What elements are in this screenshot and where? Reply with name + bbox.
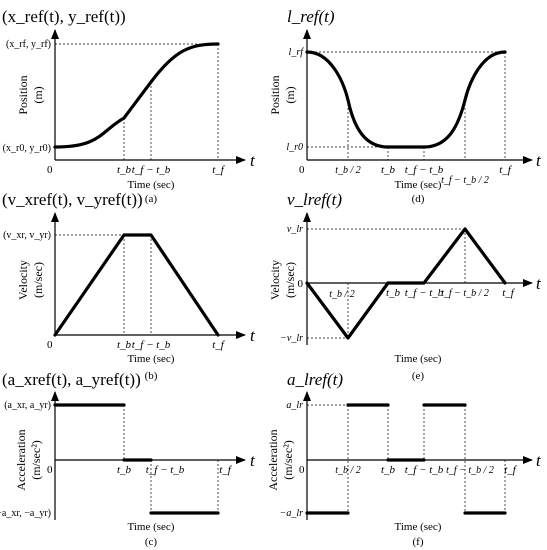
panel-f-ytick-bottom: −a_lr — [280, 508, 304, 519]
panel-a-ylabel-1: Position — [16, 75, 30, 114]
panel-b-velocity-curve — [53, 233, 220, 337]
panel-d-xtick-tb2: t_b / 2 — [335, 165, 361, 176]
panel-b-xtick-tf: t_f — [212, 339, 226, 351]
panel-c-ytick-bottom: (−a_xr, −a_yr) — [0, 508, 51, 519]
panel-d-xtick-tb: t_b — [381, 164, 396, 176]
panel-e-xtick-tb: t_b — [386, 287, 401, 299]
panel-e-ylabel-1: Velocity — [268, 260, 282, 300]
panel-f-title: a_lref(t) — [287, 370, 343, 389]
panel-d-ylabel-2: (m) — [283, 86, 297, 103]
panel-f-origin: 0 — [299, 464, 305, 476]
panel-a-ytick-bottom: (x_r0, y_r0) — [3, 143, 51, 154]
panel-e-xtick-tf: t_f — [502, 287, 516, 299]
panel-d-xtick-tftb: t_f − t_b — [405, 164, 444, 176]
panel-d-position-curve — [305, 50, 507, 149]
panel-d-axis-t: t — [536, 151, 542, 170]
panel-f-xtick-tb2: t_b / 2 — [335, 465, 361, 476]
panel-e-axis-t: t — [536, 274, 542, 293]
panel-e-xlabel: Time (sec) — [395, 353, 442, 365]
panel-d-ytick-bottom: l_r0 — [286, 142, 303, 153]
panel-a-xtick-tf: t_f — [212, 164, 226, 176]
panel-c-xtick-tf: t_f — [219, 464, 233, 476]
panel-b-axis-t: t — [250, 326, 256, 345]
panel-f-ylabel-1: Acceleration — [266, 429, 280, 490]
panel-c-xlabel: Time (sec) — [128, 521, 175, 533]
panel-a-origin: 0 — [47, 164, 53, 176]
panel-a: (x_ref(t), y_ref(t)) t 0 (x_rf, y_rf) (x… — [2, 7, 256, 205]
panel-c-title: (a_xref(t), a_yref(t)) — [2, 370, 141, 389]
panel-a-ytick-top: (x_rf, y_rf) — [6, 39, 51, 50]
panel-e-caption: (e) — [412, 370, 425, 382]
panel-e-velocity-curve — [305, 227, 507, 340]
panel-f-xtick-tb: t_b — [381, 464, 396, 476]
panel-c-caption: (c) — [145, 536, 158, 548]
panel-d-ytick-top: l_rf — [289, 47, 305, 58]
panel-f: a_lref(t) t 0 a_lr −a_lr t_b / 2 t_b t_f… — [266, 370, 542, 548]
panel-d-origin: 0 — [299, 164, 305, 176]
panel-b-ytick-top: (v_xr, v_yr) — [3, 230, 51, 241]
panel-f-ytick-top: a_lr — [286, 400, 303, 411]
panel-f-xtick-tftb2: t_f − t_b / 2 — [446, 465, 494, 476]
panel-e-ytick-top: v_lr — [287, 224, 303, 235]
panel-f-xtick-tf: t_f — [504, 464, 518, 476]
panel-e-ylabel-2: (m/sec) — [283, 262, 297, 298]
panel-e-xtick-tftb: t_f − t_b — [405, 287, 444, 299]
panel-d-xlabel: Time (sec) — [395, 179, 442, 191]
panel-d-title: l_ref(t) — [287, 7, 335, 26]
panel-a-caption: (a) — [145, 193, 158, 205]
panel-c-ylabel-2: (m/sec²) — [29, 440, 43, 480]
panel-e-ytick-zero: 0 — [298, 278, 304, 290]
panel-b-xtick-tb: t_b — [117, 339, 132, 351]
panel-f-xlabel: Time (sec) — [395, 521, 442, 533]
panel-c-xtick-tftb: t_f − t_b — [146, 464, 185, 476]
panel-b-caption: (b) — [145, 370, 158, 382]
panel-a-ylabel-2: (m) — [31, 86, 45, 103]
panel-d-xtick-tf: t_f — [499, 164, 513, 176]
panel-b: (v_xref(t), v_yref(t)) t 0 (v_xr, v_yr) … — [2, 190, 256, 382]
panel-b-ylabel-1: Velocity — [16, 260, 30, 300]
panel-f-xtick-tftb: t_f − t_b — [405, 464, 444, 476]
panel-a-title: (x_ref(t), y_ref(t)) — [2, 7, 126, 26]
panel-f-axis-t: t — [536, 451, 542, 470]
panel-e-title: v_lref(t) — [287, 190, 342, 209]
panel-a-xlabel: Time (sec) — [128, 179, 175, 191]
panel-e: v_lref(t) t v_lr 0 −v_lr t_b / 2 t_b t_f… — [268, 190, 542, 382]
panel-f-caption: (f) — [413, 536, 424, 548]
panel-d-ylabel-1: Position — [268, 75, 282, 114]
panel-f-ylabel-2: (m/sec²) — [281, 440, 295, 480]
panel-a-axis-t: t — [250, 151, 256, 170]
panel-b-xlabel: Time (sec) — [128, 353, 175, 365]
panel-c: (a_xref(t), a_yref(t)) t 0 (a_xr, a_yr) … — [0, 370, 256, 548]
panel-c-axis-t: t — [250, 451, 256, 470]
panel-d: l_ref(t) t 0 l_rf l_r0 t_b / 2 t_b t_f −… — [268, 7, 542, 205]
panel-c-xtick-tb: t_b — [117, 464, 132, 476]
panel-c-origin: 0 — [47, 464, 53, 476]
panel-d-xtick-tftb2: t_f − t_b / 2 — [441, 175, 489, 186]
panel-d-caption: (d) — [412, 193, 425, 205]
panel-b-title: (v_xref(t), v_yref(t)) — [2, 190, 143, 209]
panel-b-ylabel-2: (m/sec) — [31, 262, 45, 298]
panel-c-ylabel-1: Acceleration — [14, 429, 28, 490]
panel-c-ytick-top: (a_xr, a_yr) — [4, 400, 51, 411]
panel-b-origin: 0 — [47, 339, 53, 351]
panel-e-xtick-tb2: t_b / 2 — [329, 289, 355, 300]
panel-e-xtick-tftb2: t_f − t_b / 2 — [441, 288, 489, 299]
panel-b-xtick-tftb: t_f − t_b — [132, 339, 171, 351]
panel-e-ytick-bottom: −v_lr — [280, 333, 303, 344]
panel-a-position-curve — [53, 42, 220, 149]
panel-a-xtick-tftb: t_f − t_b — [132, 164, 171, 176]
panel-a-xtick-tb: t_b — [117, 164, 132, 176]
